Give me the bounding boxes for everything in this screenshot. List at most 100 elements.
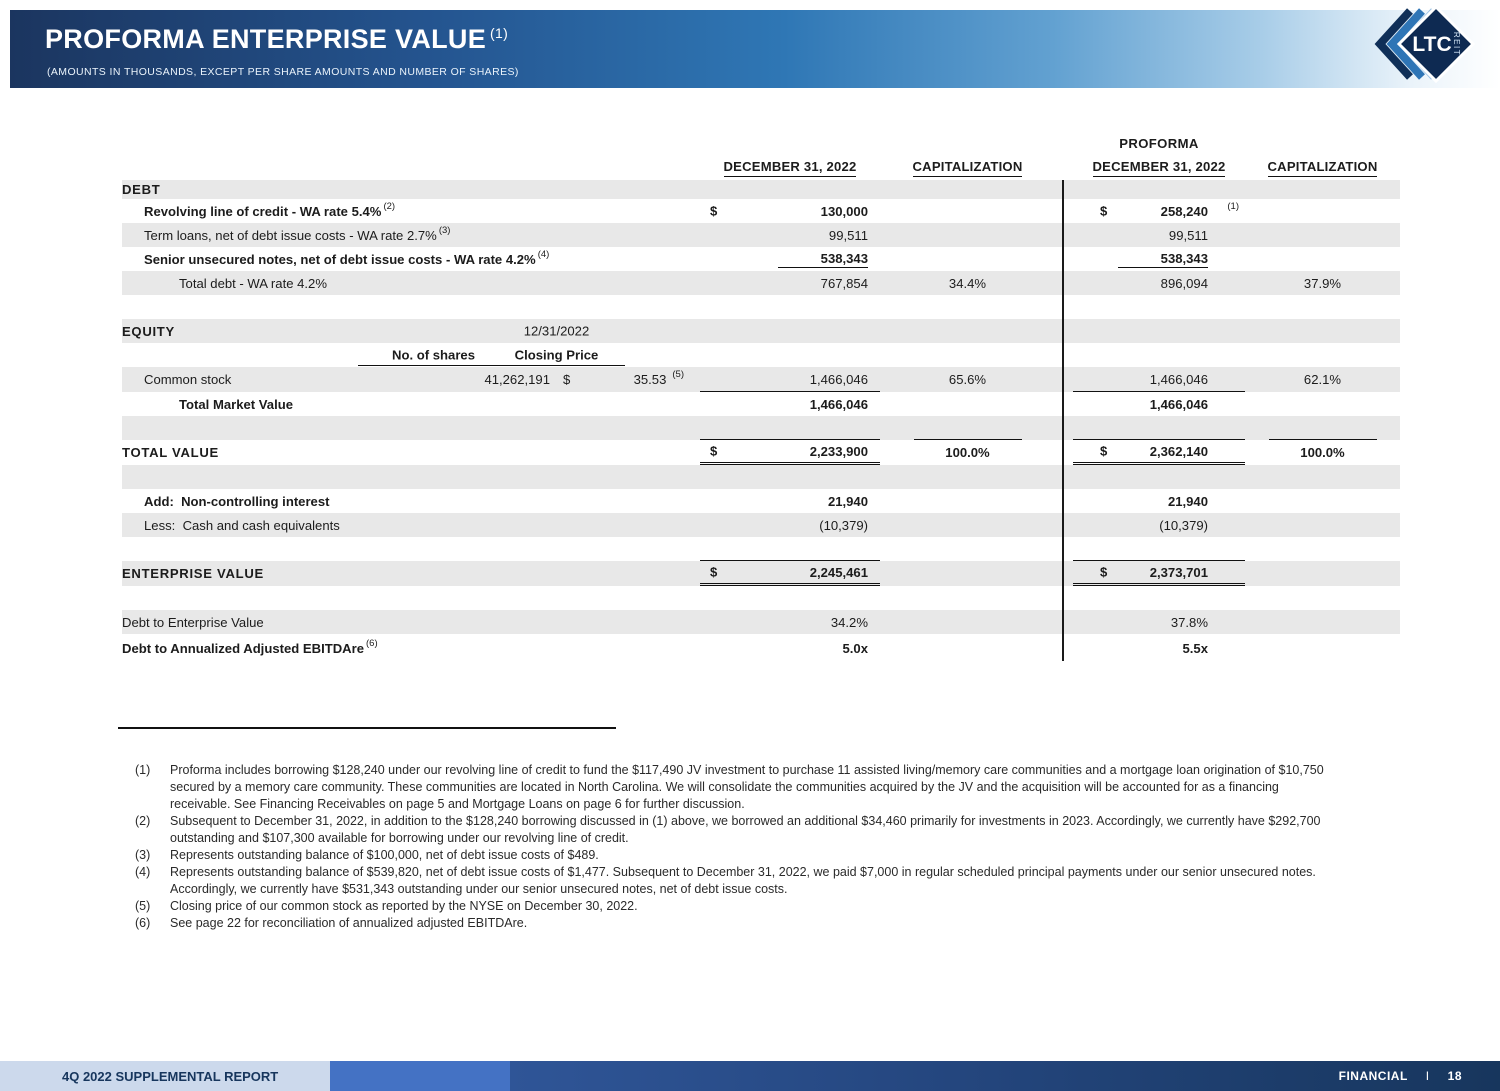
proforma-value-cell (1073, 319, 1245, 343)
table-row (122, 537, 1400, 561)
proforma-capitalization-cell (1245, 513, 1400, 537)
proforma-capitalization-cell: 37.9% (1245, 271, 1400, 295)
row-label-cell: Add: Non-controlling interest (122, 489, 700, 513)
shares-column-header: No. of shares (392, 347, 475, 363)
footnote-ref: (2) (383, 200, 396, 212)
proforma-value: 896,094 (1160, 275, 1208, 291)
dec31-value-cell (700, 180, 880, 199)
page-title: PROFORMA ENTERPRISE VALUE (1) (45, 24, 508, 55)
capitalization-value: 34.4% (948, 275, 987, 291)
footnote: (5) Closing price of our common stock as … (135, 898, 1340, 915)
footer: 4Q 2022 SUPPLEMENTAL REPORT FINANCIAL I … (0, 1061, 1500, 1091)
row-label: Term loans, net of debt issue costs - WA… (144, 227, 437, 243)
proforma-value-cell (1073, 465, 1245, 489)
footnote: (3) Represents outstanding balance of $10… (135, 847, 1340, 864)
proforma-capitalization-cell (1245, 392, 1400, 416)
table-row (122, 586, 1400, 610)
proforma-value: 37.8% (1170, 614, 1208, 630)
subheader-underline (358, 365, 625, 366)
dollar-sign: $ (710, 564, 718, 580)
row-label-cell (122, 465, 700, 489)
table-row (122, 295, 1400, 319)
header-band: PROFORMA ENTERPRISE VALUE (1) (AMOUNTS IN… (10, 10, 1500, 88)
proforma-value: 1,466,046 (1149, 371, 1208, 387)
dec31-value-cell: $2,233,900 (700, 440, 880, 465)
capitalization-cell (880, 180, 1055, 199)
proforma-header: PROFORMA (1119, 135, 1199, 151)
row-label-cell: ENTERPRISE VALUE (122, 561, 700, 586)
footer-separator: I (1425, 1069, 1430, 1083)
table-row: Senior unsecured notes, net of debt issu… (122, 247, 1400, 271)
dec31-value-cell (700, 465, 880, 489)
equity-date: 12/31/2022 (523, 323, 590, 339)
footer-page-number: 18 (1447, 1069, 1462, 1083)
dec31-value-cell (700, 295, 880, 319)
closing-price-value: $35.53 (5) (563, 369, 684, 387)
dollar-sign: $ (1100, 203, 1108, 219)
dec31-value: 767,854 (820, 275, 868, 291)
capitalization-value: 100.0% (945, 445, 990, 460)
proforma-value-cell (1073, 343, 1245, 367)
enterprise-value-table: PROFORMA DECEMBER 31, 2022 CAPITALIZATIO… (122, 130, 1400, 662)
table-row: ENTERPRISE VALUE $2,245,461 $2,373,701 (122, 561, 1400, 586)
row-label-cell: No. of shares Closing Price (122, 343, 700, 367)
proforma-value-cell: (10,379) (1073, 513, 1245, 537)
proforma-value-cell: 5.5x (1073, 634, 1245, 662)
page-subtitle: (AMOUNTS IN THOUSANDS, EXCEPT PER SHARE … (47, 66, 519, 78)
logo-reit-text: REIT (1452, 32, 1461, 56)
proforma-capitalization-cell (1245, 199, 1400, 223)
row-label: Common stock (144, 372, 232, 387)
dec31-value-cell: 5.0x (700, 634, 880, 662)
dec31-value-cell (700, 343, 880, 367)
dec31-value-cell (700, 537, 880, 561)
proforma-capitalization-value: 62.1% (1303, 372, 1342, 387)
dec31-value: 5.0x (842, 640, 868, 656)
row-label: Less: Cash and cash equivalents (144, 517, 340, 533)
proforma-capitalization-cell (1245, 180, 1400, 199)
table-row: EQUITY 12/31/2022 (122, 319, 1400, 343)
proforma-capitalization-cell (1245, 343, 1400, 367)
row-label: Total Market Value (179, 396, 294, 412)
proforma-capitalization-cell (1245, 295, 1400, 319)
capitalization-cell (880, 343, 1055, 367)
footnote-text: See page 22 for reconciliation of annual… (170, 916, 528, 930)
proforma-value: 5.5x (1182, 640, 1208, 656)
table-row: DEBT (122, 180, 1400, 199)
row-label-cell: Term loans, net of debt issue costs - WA… (122, 223, 700, 247)
proforma-value: 1,466,046 (1149, 396, 1208, 412)
proforma-value: 2,362,140 (1149, 443, 1208, 459)
dec31-value: 34.2% (830, 614, 868, 630)
footer-report-title: 4Q 2022 SUPPLEMENTAL REPORT (0, 1061, 330, 1091)
proforma-capitalization-cell: 62.1% (1245, 367, 1400, 392)
footnotes: (1) Proforma includes borrowing $128,240 … (135, 762, 1340, 932)
proforma-value: 258,240 (1160, 203, 1208, 219)
capitalization-cell (880, 586, 1055, 610)
capitalization-value: 65.6% (948, 372, 987, 387)
capitalization-cell (880, 223, 1055, 247)
capitalization-cell (880, 561, 1055, 586)
proforma-value-cell: 1,466,046 (1073, 392, 1245, 416)
row-label-cell: Total Market Value (122, 392, 700, 416)
row-label: Add: Non-controlling interest (144, 493, 330, 509)
proforma-capitalization-cell (1245, 319, 1400, 343)
dec31-value: 1,466,046 (809, 371, 868, 387)
row-label-cell: EQUITY 12/31/2022 (122, 319, 700, 343)
capitalization-cell (880, 634, 1055, 662)
column-header-row: DECEMBER 31, 2022 CAPITALIZATION DECEMBE… (122, 156, 1400, 180)
dec31-value: 1,466,046 (809, 396, 868, 412)
proforma-value-cell: 21,940 (1073, 489, 1245, 513)
table-row: TOTAL VALUE $2,233,900 100.0% $2,362,140 100… (122, 440, 1400, 465)
row-label-cell (122, 416, 700, 440)
proforma-capitalization-value: 37.9% (1303, 275, 1342, 291)
footnote-number: (6) (135, 916, 151, 930)
table-row: Total debt - WA rate 4.2% 767,854 34.4% 896… (122, 271, 1400, 295)
proforma-capitalization-cell (1245, 416, 1400, 440)
dec31-value: 538,343 (778, 251, 868, 268)
dec31-value: 2,233,900 (809, 443, 868, 459)
proforma-value: 538,343 (1118, 251, 1208, 268)
proforma-capitalization-cell (1245, 634, 1400, 662)
row-label: Debt to Annualized Adjusted EBITDAre (122, 640, 364, 656)
proforma-header-row: PROFORMA (122, 130, 1400, 156)
proforma-value-cell: $2,373,701 (1073, 561, 1245, 586)
footer-accent-band (330, 1061, 510, 1091)
